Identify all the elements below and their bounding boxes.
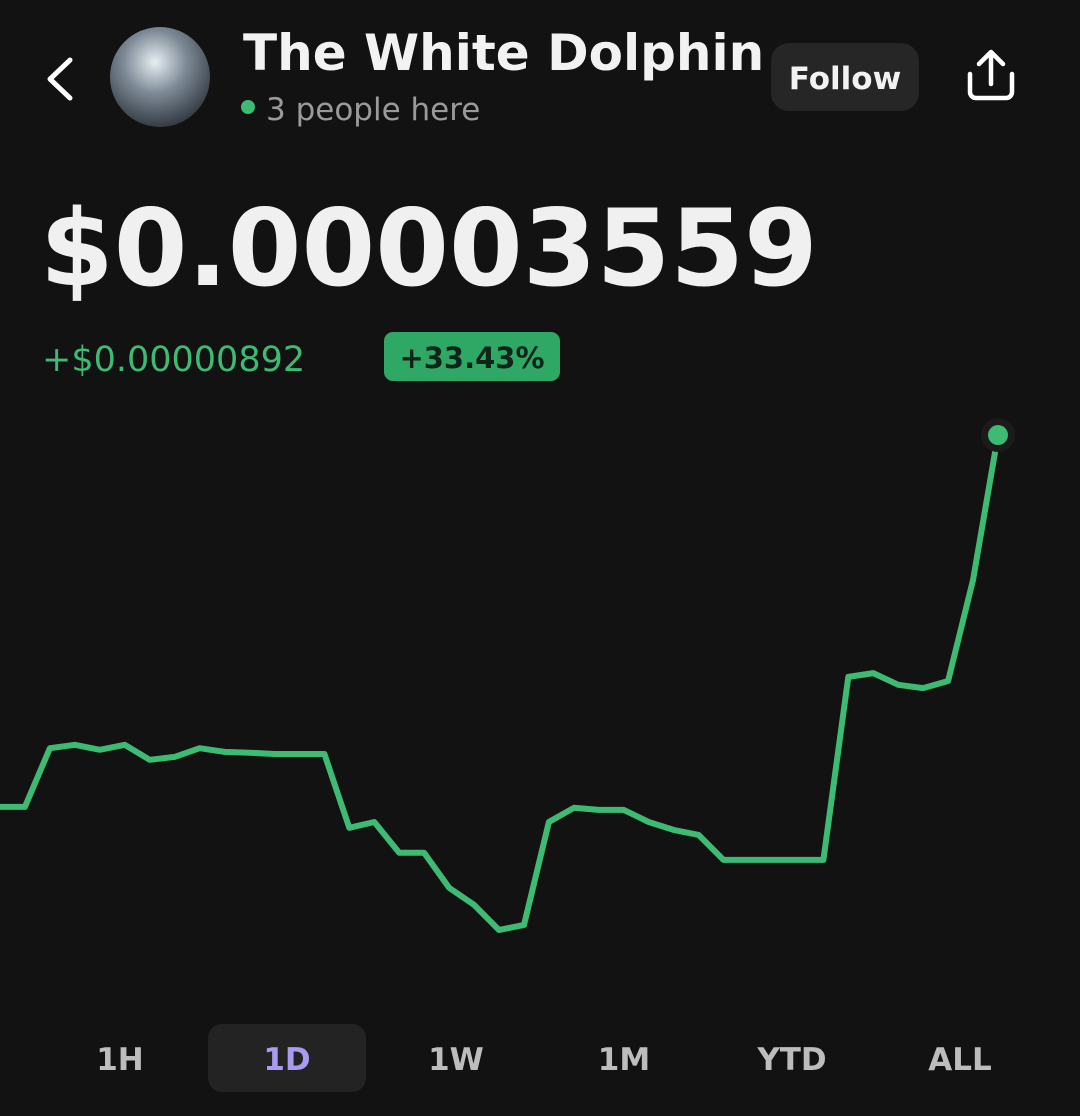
back-button[interactable] (47, 57, 73, 101)
price-line (0, 432, 1001, 933)
presence-count: 3 people here (266, 92, 480, 128)
change-badge (384, 332, 560, 381)
change-percent: +33.43% (399, 341, 544, 375)
range-tab[interactable]: 1D (263, 1042, 310, 1078)
avatar[interactable] (110, 27, 210, 127)
range-tab[interactable]: YTD (756, 1042, 826, 1078)
range-tab[interactable]: 1W (428, 1042, 484, 1078)
range-tab[interactable]: 1H (96, 1042, 144, 1078)
range-tab[interactable]: ALL (928, 1042, 992, 1078)
coin-title: The White Dolphin (243, 24, 764, 82)
share-button[interactable] (967, 49, 1015, 101)
price-change: +$0.00000892 (42, 340, 305, 380)
presence-dot (241, 100, 255, 114)
price: $0.00003559 (40, 187, 818, 310)
follow-button[interactable] (771, 43, 919, 111)
range-tabs: 1H 1D 1W 1M YTD ALL (96, 1024, 992, 1092)
current-point (988, 425, 1008, 446)
tab-selected-bg (208, 1024, 366, 1092)
range-tab[interactable]: 1M (598, 1042, 650, 1078)
follow-label: Follow (789, 61, 901, 97)
